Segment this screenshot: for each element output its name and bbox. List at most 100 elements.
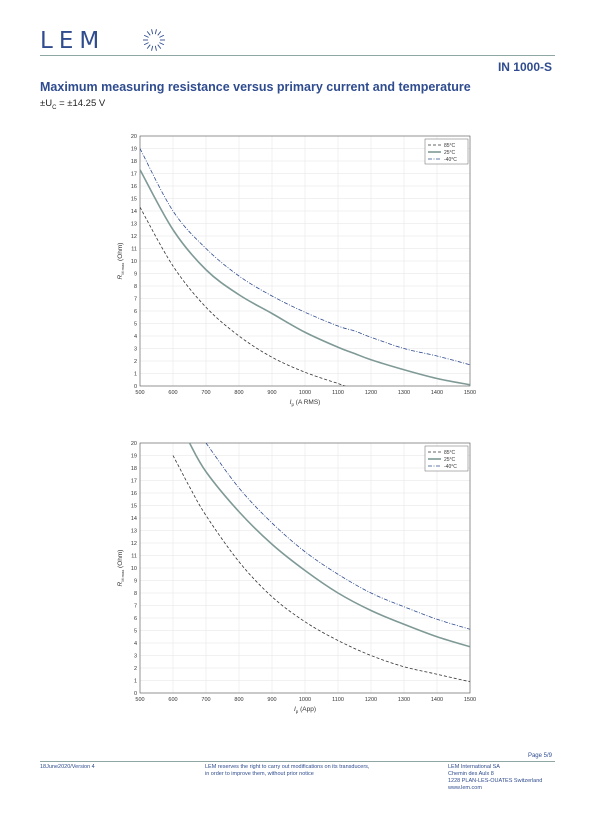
y-tick-label: 4 (134, 641, 137, 647)
legend-label-0: 85°C (444, 143, 456, 149)
y-tick-label: 6 (134, 616, 137, 622)
y-tick-label: 15 (131, 504, 137, 510)
plot-frame (139, 442, 471, 694)
y-tick-label: 14 (131, 209, 137, 215)
x-tick-label: 1200 (365, 390, 377, 396)
address-line-1: Chemin des Aulx 8 (448, 771, 494, 777)
section-title: Maximum measuring resistance versus prim… (40, 80, 471, 94)
y-axis-label: RM max (Ohm) (117, 550, 125, 587)
model-name: IN 1000-S (497, 60, 552, 74)
y-tick-label: 19 (131, 454, 137, 460)
y-tick-label: 16 (131, 184, 137, 190)
y-tick-label: 18 (131, 466, 137, 472)
x-tick-label: 700 (201, 390, 210, 396)
y-tick-label: 8 (134, 284, 137, 290)
x-tick-label: 600 (168, 390, 177, 396)
x-tick-label: 1400 (431, 697, 443, 703)
y-tick-label: 10 (131, 259, 137, 265)
x-tick-label: 1000 (299, 697, 311, 703)
legend-label-1: 25°C (444, 150, 456, 156)
y-tick-label: 15 (131, 197, 137, 203)
header-rule (40, 55, 555, 56)
y-axis-label: RM max (Ohm) (117, 243, 125, 280)
legend-label-2: -40°C (444, 464, 457, 470)
supply-sub: C (52, 104, 57, 111)
sun-burst-icon (143, 29, 165, 51)
y-tick-label: 5 (134, 629, 137, 635)
address-line-2: 1228 PLAN-LES-OUATES Switzerland (448, 778, 543, 784)
date-version: 18June2020/Version 4 (40, 764, 95, 770)
disclaimer-line-2: in order to improve them, without prior … (205, 771, 314, 777)
supply-voltage: ±UC = ±14.25 V (40, 98, 105, 111)
y-tick-label: 11 (131, 554, 137, 560)
y-tick-label: 12 (131, 234, 137, 240)
series-line--40°C (205, 443, 470, 630)
chart-app: 500 600 700 800 900 1000 1100 1200 1300 1400 1500 0… (117, 441, 476, 714)
footer-date: 18June2020/Version 4 (40, 764, 95, 771)
y-tick-label: 0 (134, 691, 137, 697)
y-tick-label: 12 (131, 541, 137, 547)
x-tick-label: 1100 (332, 697, 344, 703)
y-tick-label: 4 (134, 334, 137, 340)
x-tick-label: 1500 (464, 697, 476, 703)
footer-disclaimer: LEM reserves the right to carry out modi… (205, 764, 369, 778)
y-tick-label: 13 (131, 222, 137, 228)
y-tick-label: 9 (134, 272, 137, 278)
x-tick-label: 1400 (431, 390, 443, 396)
y-tick-label: 20 (131, 134, 137, 140)
y-tick-label: 18 (131, 159, 137, 165)
footer-rule (40, 761, 555, 762)
y-tick-label: 17 (131, 479, 137, 485)
series-line-85°C (172, 455, 470, 683)
x-tick-label: 1300 (398, 390, 410, 396)
disclaimer-line-1: LEM reserves the right to carry out modi… (205, 764, 370, 770)
y-tick-label: 19 (131, 147, 137, 153)
legend-label-0: 85°C (444, 450, 456, 456)
y-tick-label: 6 (134, 309, 137, 315)
x-tick-label: 1100 (332, 390, 344, 396)
legend: 85°C25°C-40°C (424, 138, 469, 165)
x-axis-label: Ip (A RMS) (290, 399, 321, 407)
footer-address: LEM International SA Chemin des Aulx 8 1… (448, 764, 542, 792)
x-tick-label: 800 (234, 697, 243, 703)
y-tick-label: 3 (134, 347, 137, 353)
company-name: LEM International SA (448, 764, 500, 770)
y-tick-label: 7 (134, 604, 137, 610)
x-tick-label: 1500 (464, 390, 476, 396)
x-tick-label: 600 (168, 697, 177, 703)
series-line--40°C (140, 148, 470, 366)
y-tick-label: 10 (131, 566, 137, 572)
series-line-85°C (140, 207, 346, 386)
logo-text: LEM (40, 28, 106, 54)
y-tick-label: 9 (134, 579, 137, 585)
y-tick-label: 16 (131, 491, 137, 497)
supply-prefix: ±U (40, 98, 53, 109)
y-tick-label: 20 (131, 441, 137, 447)
x-tick-label: 1300 (398, 697, 410, 703)
y-tick-label: 3 (134, 654, 137, 660)
y-tick-label: 1 (134, 679, 137, 685)
y-tick-label: 11 (131, 247, 137, 253)
y-tick-label: 14 (131, 516, 137, 522)
x-axis-label: Ip (App) (294, 706, 316, 714)
chart-rms: 500 600 700 800 900 1000 1100 1200 1300 1400 1500 0… (117, 134, 476, 407)
series-line-25°C (188, 443, 470, 648)
y-tick-label: 5 (134, 322, 137, 328)
x-tick-label: 1000 (299, 390, 311, 396)
y-tick-label: 2 (134, 666, 137, 672)
x-tick-label: 900 (267, 390, 276, 396)
x-tick-label: 700 (201, 697, 210, 703)
legend-label-2: -40°C (444, 157, 457, 163)
x-tick-label: 900 (267, 697, 276, 703)
y-tick-label: 8 (134, 591, 137, 597)
supply-value: = ±14.25 V (59, 98, 106, 109)
website-link[interactable]: www.lem.com (448, 785, 482, 791)
y-tick-label: 13 (131, 529, 137, 535)
x-tick-label: 500 (135, 390, 144, 396)
lem-logo: LEM (40, 28, 165, 54)
legend: 85°C25°C-40°C (424, 445, 469, 472)
x-tick-label: 1200 (365, 697, 377, 703)
y-tick-label: 17 (131, 172, 137, 178)
y-tick-label: 0 (134, 384, 137, 390)
plot-frame (139, 135, 471, 387)
